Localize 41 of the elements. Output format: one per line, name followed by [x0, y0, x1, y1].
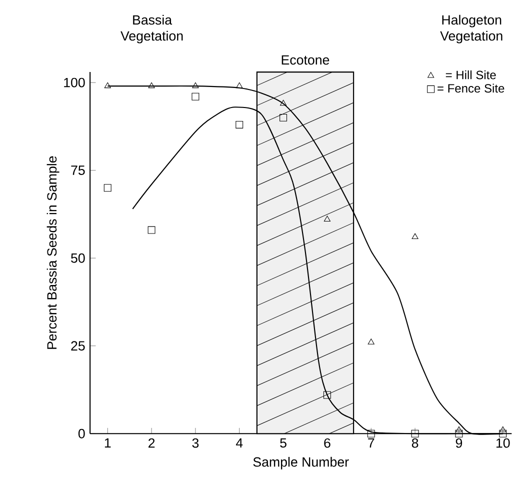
x-tick-label: 5 — [280, 438, 286, 448]
point — [192, 93, 200, 101]
x-tick-label: 3 — [192, 438, 199, 448]
point — [411, 430, 419, 438]
point — [104, 184, 112, 192]
y-tick-label: 25 — [71, 341, 85, 351]
point — [280, 114, 288, 122]
point — [412, 233, 418, 240]
point — [148, 82, 155, 88]
point — [280, 100, 287, 106]
x-tick-label: 2 — [148, 438, 155, 448]
x-tick-label: 10 — [496, 438, 510, 448]
x-tick-label: 7 — [368, 438, 374, 448]
legend-label: = Fence Site — [438, 84, 504, 93]
y-axis-title: Percent Bassia Seeds in Sample — [46, 156, 60, 350]
x-tick-label: 4 — [236, 438, 243, 448]
point — [456, 426, 462, 432]
x-tick-label: 8 — [412, 438, 418, 448]
point — [236, 82, 243, 88]
y-tick-label: 0 — [78, 429, 85, 439]
point — [323, 391, 331, 399]
point — [455, 430, 463, 438]
point — [192, 82, 199, 88]
point — [324, 216, 330, 222]
y-tick-label: 75 — [71, 166, 85, 176]
point — [367, 430, 375, 438]
point — [368, 338, 374, 345]
y-tick-label: 100 — [64, 78, 85, 88]
point — [148, 226, 156, 234]
band-label: Ecotone — [282, 56, 330, 65]
point — [499, 430, 507, 438]
text: Halogeton Vegetation — [440, 15, 502, 44]
x-tick-label: 6 — [324, 438, 330, 448]
y-tick-label: 50 — [71, 254, 85, 263]
legend-label: = Hill Site — [446, 70, 496, 80]
x-tick-label: 9 — [456, 438, 462, 448]
point — [236, 121, 244, 129]
x-tick-label: 1 — [104, 438, 111, 448]
text: Bassia Vegetation — [120, 15, 183, 44]
x-axis-title: Sample Number — [253, 457, 349, 470]
point — [104, 82, 111, 88]
